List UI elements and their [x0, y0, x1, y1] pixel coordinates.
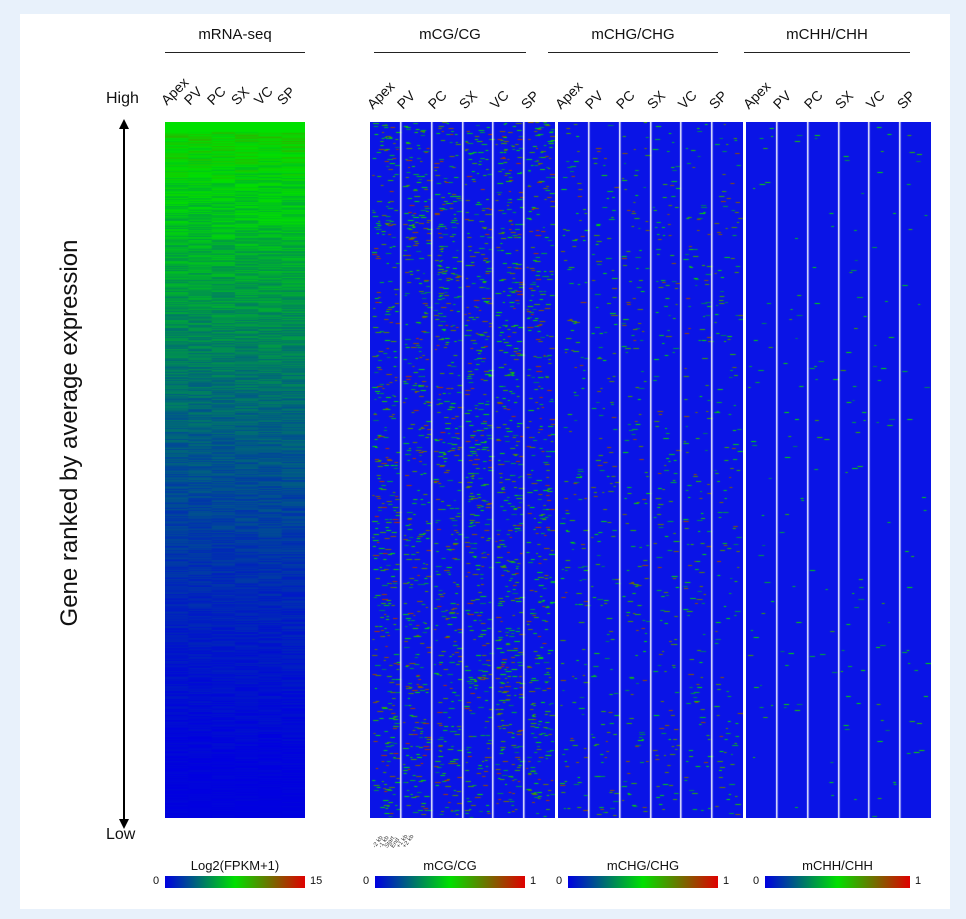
- colorbar-1: [375, 876, 525, 888]
- heatmap-mcg: [370, 122, 555, 818]
- column-label-1-vc: VC: [486, 86, 512, 112]
- panel-underline-1: [374, 52, 526, 53]
- column-label-2-pv: PV: [582, 87, 607, 112]
- column-label-3-sx: SX: [831, 87, 857, 112]
- heatmap-mrna-seq: [165, 122, 305, 818]
- colorbar-max-1: 1: [530, 875, 537, 887]
- column-label-3-apex: Apex: [739, 78, 774, 112]
- column-label-0-vc: VC: [250, 82, 276, 108]
- column-label-0-sp: SP: [273, 83, 299, 108]
- colorbar-min-1: 0: [363, 875, 370, 887]
- panel-underline-0: [165, 52, 305, 53]
- column-label-0-sx: SX: [227, 83, 252, 108]
- colorbar-max-3: 1: [915, 875, 922, 887]
- colorbar-min-3: 0: [753, 875, 760, 887]
- y-axis-high-label: High: [106, 90, 139, 107]
- panel-underline-2: [548, 52, 718, 53]
- colorbar-title-1: mCG/CG: [423, 858, 477, 873]
- panel-title-1: mCG/CG: [419, 26, 481, 43]
- colorbar-title-2: mCHG/CHG: [606, 858, 680, 873]
- panel-title-0: mRNA-seq: [198, 26, 272, 43]
- colorbar-title-0: Log2(FPKM+1): [190, 858, 280, 873]
- column-label-1-sx: SX: [455, 87, 481, 112]
- column-label-2-sx: SX: [643, 87, 669, 112]
- heatmap-mchh: [746, 122, 931, 818]
- column-label-1-pc: PC: [424, 86, 451, 112]
- column-label-2-sp: SP: [705, 87, 730, 112]
- y-axis-arrow: [119, 119, 129, 829]
- column-label-1-apex: Apex: [363, 78, 398, 112]
- panel-underline-3: [744, 52, 910, 53]
- column-label-3-pc: PC: [800, 86, 827, 112]
- column-label-3-vc: VC: [862, 86, 888, 112]
- column-label-3-pv: PV: [770, 87, 795, 112]
- figure: High Low Gene ranked by average expressi…: [20, 14, 950, 909]
- colorbar-min-2: 0: [556, 875, 563, 887]
- column-label-2-pc: PC: [612, 86, 639, 112]
- panel-title-3: mCHH/CHH: [786, 26, 868, 43]
- y-axis-low-label: Low: [106, 826, 136, 843]
- panel-title-2: mCHG/CHG: [591, 26, 675, 43]
- colorbar-max-0: 15: [310, 875, 323, 887]
- colorbar-2: [568, 876, 718, 888]
- column-label-2-vc: VC: [674, 86, 700, 112]
- colorbar-0: [165, 876, 305, 888]
- column-label-1-sp: SP: [517, 87, 542, 112]
- colorbar-min-0: 0: [153, 875, 160, 887]
- column-label-3-sp: SP: [893, 87, 918, 112]
- y-axis-label: Gene ranked by average expression: [56, 239, 83, 627]
- heatmap-mchg: [558, 122, 743, 818]
- colorbar-title-3: mCHH/CHH: [802, 858, 873, 873]
- colorbar-max-2: 1: [723, 875, 730, 887]
- column-label-2-apex: Apex: [551, 78, 586, 112]
- colorbar-3: [765, 876, 910, 888]
- column-label-0-pc: PC: [203, 82, 229, 108]
- column-label-1-pv: PV: [394, 87, 419, 112]
